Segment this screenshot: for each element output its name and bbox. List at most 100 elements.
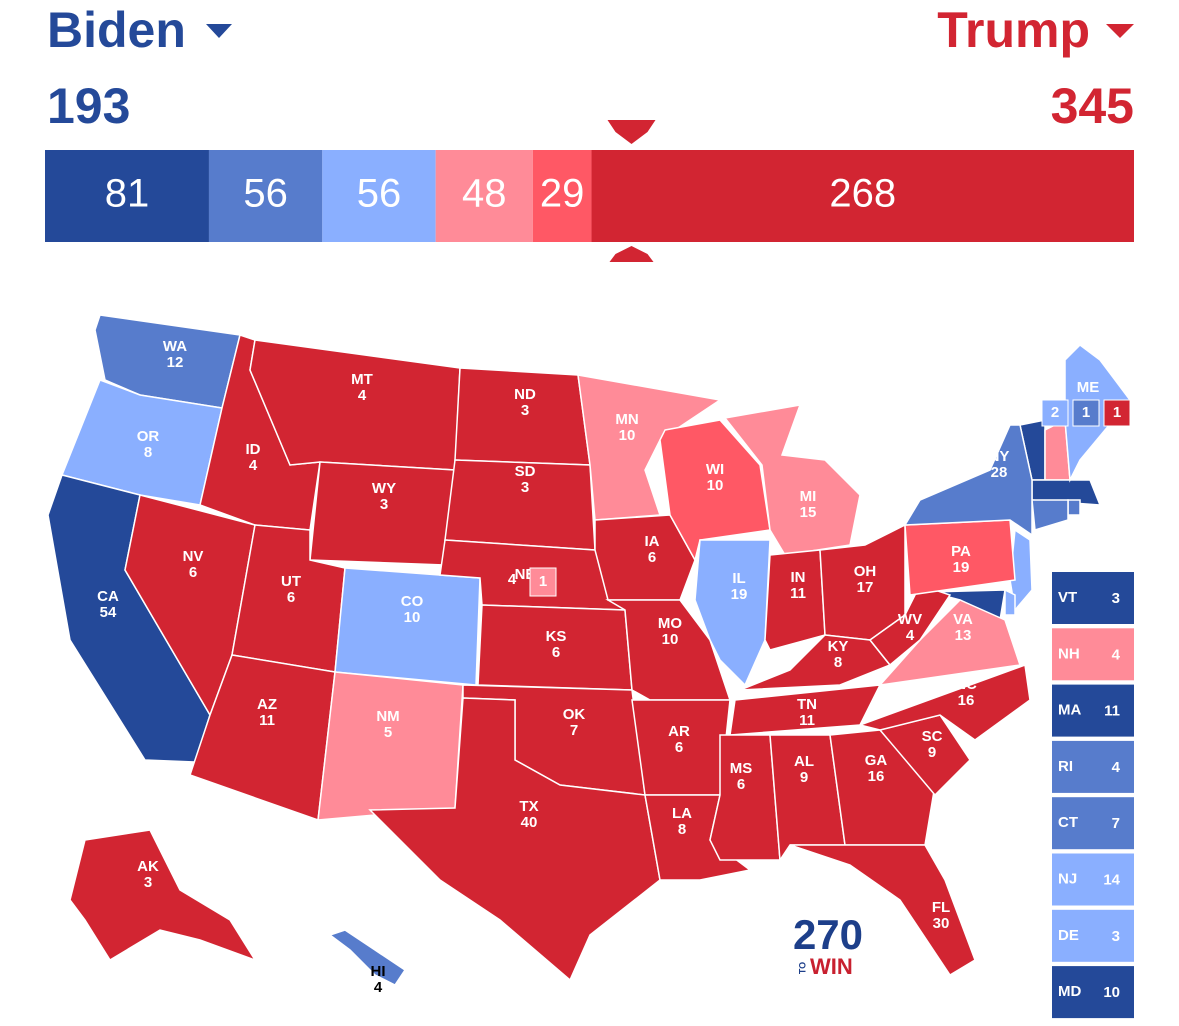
state-shape[interactable] [328, 929, 407, 986]
state-label: WV [898, 611, 922, 628]
total-left: 193 [47, 78, 130, 134]
district-label: 1 [539, 573, 547, 590]
state-label: AR [668, 723, 690, 740]
state-label: FL [932, 899, 950, 916]
state-label: TN [797, 696, 817, 713]
district-box [1041, 399, 1069, 427]
state-label: WA [163, 338, 187, 355]
state-shape[interactable] [878, 599, 1021, 687]
district-label: 2 [1051, 404, 1059, 421]
state-shape[interactable] [764, 549, 826, 651]
state-ev: 17 [857, 579, 874, 596]
state-ev: 7 [570, 722, 578, 739]
district-box [1103, 399, 1131, 427]
small-state-ev: 11 [1104, 703, 1120, 720]
state-label: NV [183, 548, 204, 565]
state-label: WI [706, 461, 724, 478]
small-state-abbr: RI [1058, 758, 1073, 775]
state-label: KY [828, 638, 849, 655]
state-label: IN [791, 569, 806, 586]
state-ev: 12 [167, 354, 184, 371]
state-shape[interactable] [1067, 499, 1081, 516]
state-shape[interactable] [723, 404, 861, 556]
small-state-abbr: DE [1058, 927, 1079, 944]
small-state-box[interactable] [1052, 572, 1134, 624]
state-label: GA [865, 752, 888, 769]
small-state-box[interactable] [1052, 684, 1134, 737]
state-ev: 6 [287, 589, 295, 606]
state-shape[interactable] [368, 697, 661, 982]
state-shape[interactable] [868, 584, 952, 667]
state-ev: 3 [380, 496, 388, 513]
state-ev: 4 [249, 457, 258, 474]
state-ev: 6 [675, 739, 683, 756]
candidate-left[interactable]: Biden [47, 2, 186, 58]
state-label: ME [1077, 379, 1100, 396]
small-state-ev: 3 [1112, 590, 1120, 607]
state-ev: 9 [928, 744, 936, 761]
state-shape[interactable] [857, 663, 1031, 741]
state-ev: 8 [834, 654, 842, 671]
state-shape[interactable] [577, 374, 722, 521]
bar-label: 268 [829, 172, 896, 216]
state-label: NY [989, 448, 1010, 465]
state-label: UT [281, 573, 301, 590]
bar-label: 56 [357, 172, 402, 216]
state-label: ND [514, 386, 536, 403]
logo-win: WIN [810, 954, 853, 979]
state-ev: 6 [648, 549, 656, 566]
small-state-box[interactable] [1052, 909, 1134, 962]
district-label: 1 [1113, 404, 1121, 421]
state-ev: 3 [521, 402, 529, 419]
bar-segment [532, 150, 592, 242]
state-ev: 6 [737, 776, 745, 793]
state-label: PA [951, 543, 971, 560]
state-ev: 16 [958, 692, 975, 709]
small-state-abbr: NJ [1058, 870, 1077, 887]
state-label: NC [955, 676, 977, 693]
state-label: HI [371, 963, 386, 980]
state-ev: 13 [955, 627, 972, 644]
state-label: ID [246, 441, 261, 458]
state-shape[interactable] [334, 567, 481, 686]
dropdown-right [1106, 24, 1134, 38]
small-state-box[interactable] [1052, 853, 1134, 906]
small-state-box[interactable] [1052, 966, 1134, 1019]
district-box [1072, 399, 1100, 427]
state-label: OR [137, 428, 160, 445]
bar-label: 56 [243, 172, 288, 216]
small-state-box[interactable] [1052, 797, 1134, 850]
state-ev: 4 [508, 571, 517, 588]
state-ev: 6 [552, 644, 560, 661]
state-ev: 3 [144, 874, 152, 891]
state-label: OH [854, 563, 877, 580]
small-state-abbr: VT [1058, 589, 1077, 606]
state-shape[interactable] [1031, 499, 1069, 531]
state-shape[interactable] [189, 654, 336, 822]
state-shape[interactable] [309, 461, 456, 566]
state-label: MT [351, 371, 373, 388]
state-label: MN [615, 411, 638, 428]
state-shape[interactable] [709, 734, 781, 861]
state-label: IL [732, 570, 745, 587]
district-label: 1 [1082, 404, 1090, 421]
state-shape[interactable] [903, 424, 1033, 537]
state-shape[interactable] [789, 844, 976, 977]
small-state-abbr: MD [1058, 983, 1081, 1000]
state-ev: 10 [404, 609, 421, 626]
small-state-box[interactable] [1052, 628, 1134, 681]
bar-segment [591, 150, 1134, 242]
logo-to: TO [797, 962, 807, 974]
small-state-ev: 4 [1112, 646, 1121, 663]
state-ev: 5 [384, 724, 392, 741]
state-ev: 15 [800, 504, 817, 521]
state-label: MI [800, 488, 817, 505]
state-shape[interactable] [1004, 588, 1016, 616]
state-shape[interactable] [317, 671, 464, 821]
state-ev: 40 [521, 814, 538, 831]
small-state-box[interactable] [1052, 740, 1134, 793]
small-state-abbr: MA [1058, 702, 1081, 719]
small-state-ev: 14 [1103, 871, 1120, 888]
state-shape[interactable] [69, 829, 257, 962]
